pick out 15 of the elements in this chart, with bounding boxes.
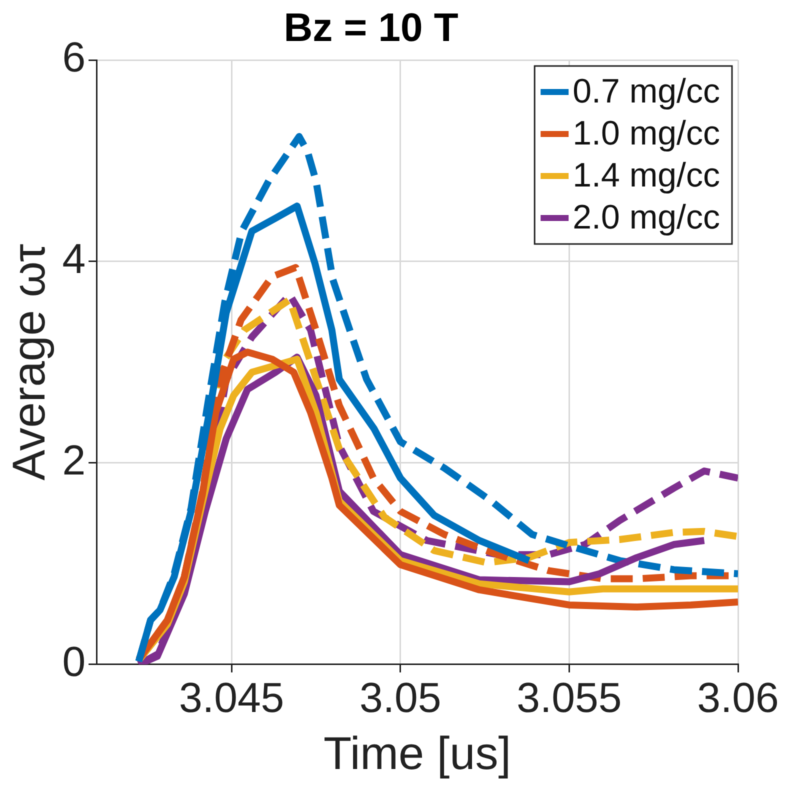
y-axis-title: Average ωτ bbox=[2, 244, 54, 481]
x-tick-label: 3.05 bbox=[360, 674, 442, 722]
y-tick-label: 0 bbox=[62, 638, 86, 685]
y-tick-label: 6 bbox=[62, 34, 86, 81]
legend-label: 0.7 mg/cc bbox=[572, 72, 720, 110]
legend-label: 1.4 mg/cc bbox=[572, 156, 720, 194]
x-tick-label: 3.045 bbox=[179, 674, 284, 722]
legend-label: 1.0 mg/cc bbox=[572, 114, 720, 152]
chart-title: Bz = 10 T bbox=[284, 6, 458, 50]
x-tick-label: 3.06 bbox=[697, 674, 779, 722]
y-tick-label: 4 bbox=[62, 235, 86, 282]
x-tick-label: 3.055 bbox=[516, 674, 622, 722]
legend-label: 2.0 mg/cc bbox=[572, 198, 720, 236]
y-tick-label: 2 bbox=[62, 436, 86, 484]
x-axis-title: Time [us] bbox=[324, 727, 511, 780]
